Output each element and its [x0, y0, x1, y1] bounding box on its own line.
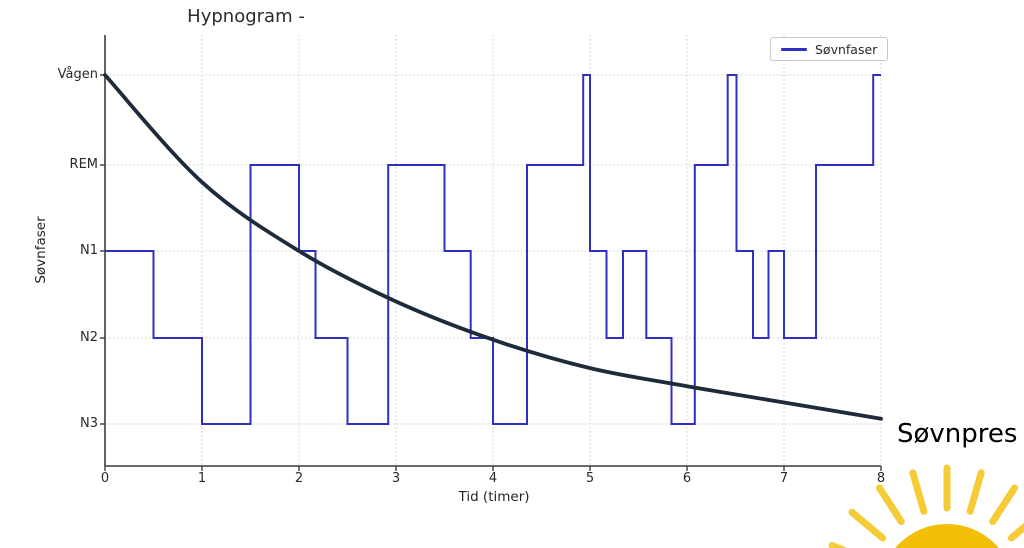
- sun-icon: [828, 464, 1024, 548]
- y-axis-label: Søvnfaser: [33, 216, 49, 284]
- x-tick-label: 3: [391, 471, 401, 486]
- y-tick-label: N1: [80, 243, 98, 258]
- y-tick-label: N2: [80, 330, 98, 345]
- x-tick-label: 0: [100, 471, 110, 486]
- x-tick-label: 7: [779, 471, 789, 486]
- legend-label: Søvnfaser: [815, 41, 878, 57]
- x-tick-label: 5: [585, 471, 595, 486]
- x-tick-label: 2: [294, 471, 304, 486]
- x-tick-label: 4: [488, 471, 498, 486]
- y-tick-label: Vågen: [57, 67, 98, 82]
- legend: Søvnfaser: [770, 37, 889, 61]
- chart-title: Hypnogram -: [187, 6, 305, 27]
- legend-line-sample: [781, 47, 807, 51]
- axes: [100, 35, 882, 471]
- x-axis-label: Tid (timer): [458, 489, 530, 505]
- x-tick-label: 6: [682, 471, 692, 486]
- hypnogram-step-line: [105, 74, 881, 425]
- y-tick-label: N3: [80, 416, 98, 431]
- y-tick-label: REM: [69, 157, 98, 172]
- sleep-pressure-curve: [103, 73, 883, 421]
- x-tick-label: 8: [876, 471, 886, 486]
- sleep-pressure-label: Søvnpres: [897, 419, 1018, 449]
- x-tick-label: 1: [197, 471, 207, 486]
